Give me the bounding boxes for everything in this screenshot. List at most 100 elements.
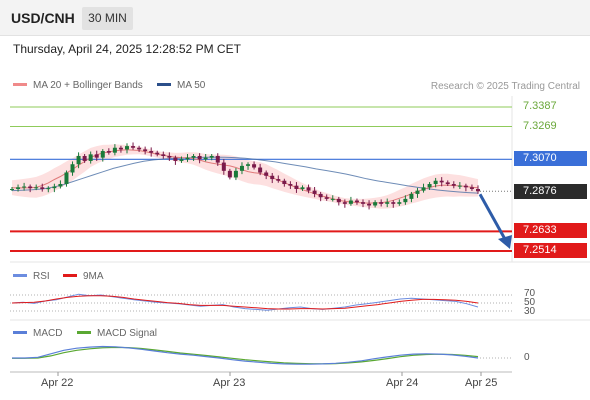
forecast-arrow-line xyxy=(478,193,508,242)
macd-zero-tick: 0 xyxy=(524,352,530,363)
candle-body xyxy=(373,202,378,206)
candle-body xyxy=(88,154,93,161)
candle-body xyxy=(379,202,384,204)
candle-body xyxy=(203,157,208,160)
candle-body xyxy=(294,185,299,189)
candle-body xyxy=(439,180,444,183)
candle-body xyxy=(185,157,190,160)
forecast-arrow-head xyxy=(498,235,512,249)
candle-body xyxy=(354,200,359,203)
candle-body xyxy=(112,147,117,153)
candle-body xyxy=(312,190,317,194)
candle-body xyxy=(397,202,402,204)
candle-body xyxy=(155,152,160,155)
candle-body xyxy=(173,157,178,161)
candle-body xyxy=(143,149,148,152)
candle-body xyxy=(409,193,414,199)
support-2-label: 7.2514 xyxy=(514,243,587,258)
candle-body xyxy=(445,182,450,185)
candle-body xyxy=(197,155,202,160)
candle-body xyxy=(264,172,269,176)
candle-body xyxy=(227,170,232,178)
rsi-ma-swatch-icon xyxy=(63,273,77,277)
candle-body xyxy=(427,184,432,188)
legend-ma-bollinger-label: MA 20 + Bollinger Bands xyxy=(33,80,143,91)
candle-body xyxy=(282,180,287,185)
candle-body xyxy=(16,187,21,189)
candle-body xyxy=(161,154,166,156)
rsi-swatch-icon xyxy=(13,273,27,277)
candle-body xyxy=(22,186,27,188)
interval-button[interactable]: 30 MIN xyxy=(82,7,133,30)
candle-body xyxy=(209,155,214,158)
candle-body xyxy=(258,167,263,173)
bollinger-band-area xyxy=(12,144,478,209)
candle-body xyxy=(324,197,329,199)
candle-body xyxy=(94,154,99,158)
research-credit: Research © 2025 Trading Central xyxy=(430,81,580,92)
macd-line xyxy=(12,345,479,365)
candle-body xyxy=(28,186,33,189)
candle-body xyxy=(288,184,293,186)
symbol-label: USD/CNH xyxy=(11,10,75,26)
candle-body xyxy=(252,164,257,168)
x-tick-apr22: Apr 22 xyxy=(41,377,74,389)
candle-body xyxy=(46,188,51,190)
candle-body xyxy=(403,198,408,203)
candle-body xyxy=(306,187,311,191)
candle-body xyxy=(367,203,372,206)
candle-body xyxy=(167,155,172,158)
candle-body xyxy=(64,172,69,185)
candle-body xyxy=(276,179,281,181)
candle-body xyxy=(415,190,420,194)
candle-body xyxy=(463,185,468,188)
last-price-label: 7.2876 xyxy=(514,184,587,199)
candle-body xyxy=(239,165,244,171)
candle-body xyxy=(149,151,154,153)
rsi-tick-30: 30 xyxy=(524,306,536,317)
legend-rsi-label: RSI xyxy=(33,271,50,282)
legend-rsi-ma-label: 9MA xyxy=(83,271,104,282)
resistance-2-label: 7.3387 xyxy=(523,100,557,112)
rsi-tick-50: 50 xyxy=(524,297,536,308)
macd-signal-swatch-icon xyxy=(77,330,91,334)
macd-swatch-icon xyxy=(13,330,27,334)
candle-body xyxy=(336,198,341,203)
support-1-label: 7.2633 xyxy=(514,223,587,238)
candle-body xyxy=(421,187,426,191)
legend-macd-signal-label: MACD Signal xyxy=(97,328,158,339)
candle-body xyxy=(118,147,123,150)
legend-macd-label: MACD xyxy=(33,328,63,339)
ma50-swatch-icon xyxy=(157,82,171,86)
candle-body xyxy=(476,188,480,192)
candle-body xyxy=(52,186,57,189)
candle-body xyxy=(191,155,196,158)
legend-macd-signal: MACD Signal xyxy=(77,328,157,339)
candle-body xyxy=(131,146,136,148)
candle-body xyxy=(10,188,14,190)
legend-ma50: MA 50 xyxy=(157,80,205,91)
candle-body xyxy=(124,146,129,150)
candle-body xyxy=(385,202,390,204)
candle-body xyxy=(318,193,323,198)
rsi-ma-line xyxy=(11,295,479,310)
legend-ma-bollinger: MA 20 + Bollinger Bands xyxy=(13,80,143,91)
candle-body xyxy=(137,147,142,150)
candle-body xyxy=(70,164,75,173)
candle-body xyxy=(300,187,305,189)
candle-body xyxy=(34,187,39,189)
x-tick-apr25: Apr 25 xyxy=(465,377,498,389)
candle-body xyxy=(457,185,462,187)
candle-body xyxy=(330,198,335,200)
legend-rsi: RSI xyxy=(13,271,50,282)
macd-signal-line xyxy=(12,346,479,365)
candle-body xyxy=(215,155,220,163)
chart-header: USD/CNH 30 MIN xyxy=(0,0,590,36)
candle-body xyxy=(451,184,456,186)
candle-body xyxy=(342,202,347,204)
candle-body xyxy=(270,175,275,180)
x-tick-apr23: Apr 23 xyxy=(213,377,246,389)
candle-body xyxy=(82,155,87,161)
candle-body xyxy=(361,202,366,204)
